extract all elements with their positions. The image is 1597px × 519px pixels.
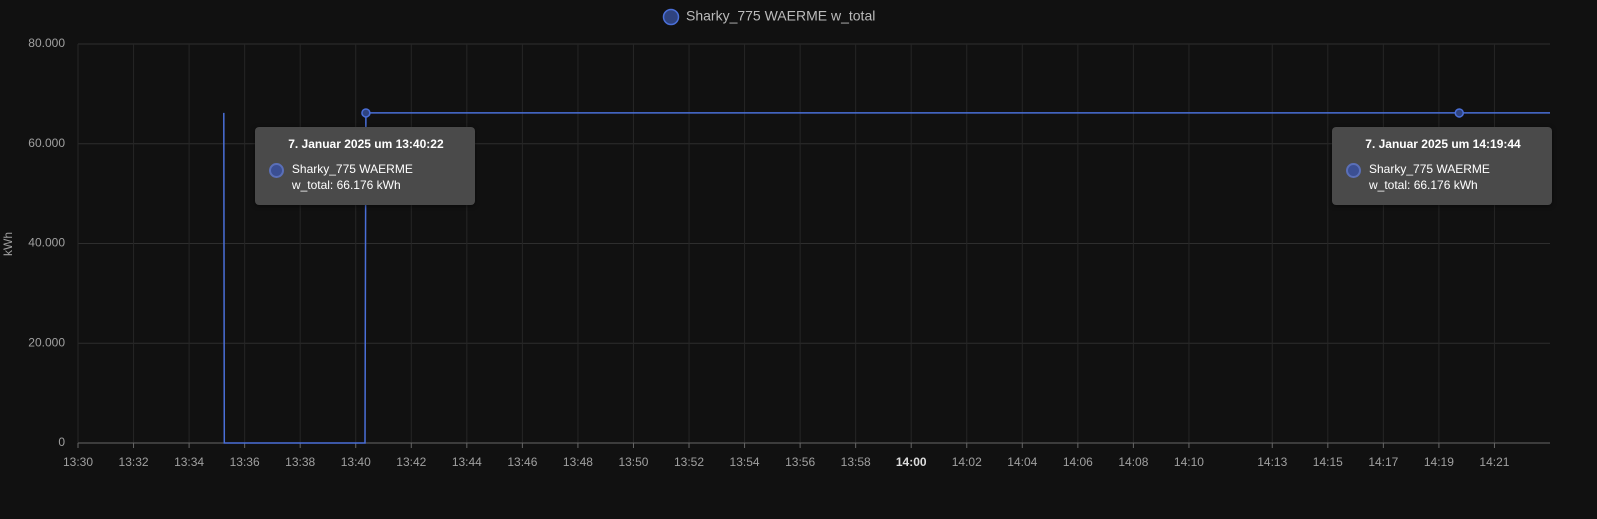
- x-tick-label: 13:32: [119, 455, 149, 469]
- tooltip-text: Sharky_775 WAERME w_total: 66.176 kWh: [1369, 161, 1490, 192]
- x-tick-label: 14:13: [1257, 455, 1287, 469]
- x-tick-label: 14:04: [1007, 455, 1037, 469]
- x-tick-label: 13:40: [341, 455, 371, 469]
- y-tick-label: 60.000: [28, 136, 65, 150]
- x-tick-label: 13:56: [785, 455, 815, 469]
- x-tick-label: 13:42: [396, 455, 426, 469]
- x-tick-label: 14:02: [952, 455, 982, 469]
- x-tick-label: 13:44: [452, 455, 482, 469]
- x-tick-label: 14:08: [1118, 455, 1148, 469]
- x-tick-label: 13:36: [230, 455, 260, 469]
- point: [361, 108, 371, 118]
- x-tick-label: 13:38: [285, 455, 315, 469]
- tooltip-marker: [1346, 162, 1361, 178]
- tooltip: 7. Januar 2025 um 13:40:22 Sharky_775 WAE…: [254, 126, 475, 205]
- x-tick-label: 13:58: [841, 455, 871, 469]
- tooltip-title: 7. Januar 2025 um 13:40:22: [288, 136, 444, 151]
- x-tick-label: 14:00: [896, 455, 927, 469]
- x-tick-label: 14:06: [1063, 455, 1093, 469]
- x-tick-label: 14:15: [1313, 455, 1343, 469]
- x-tick-label: 13:30: [63, 455, 93, 469]
- y-tick-label: 40.000: [28, 236, 65, 250]
- x-tick-label: 13:46: [507, 455, 537, 469]
- x-tick-label: 14:19: [1424, 455, 1454, 469]
- tooltip-row: Sharky_775 WAERME w_total: 66.176 kWh: [268, 161, 463, 193]
- x-tick-label: 13:34: [174, 455, 204, 469]
- legend-label: Sharky_775 WAERME w_total: [686, 8, 875, 24]
- x-tick-label: 14:21: [1479, 455, 1509, 469]
- y-axis-label: kWh: [1, 232, 15, 256]
- y-tick-label: 20.000: [28, 335, 65, 349]
- tooltip-text: Sharky_775 WAERME w_total: 66.176 kWh: [291, 161, 413, 192]
- x-tick-label: 13:48: [563, 455, 593, 469]
- x-tick-label: 14:10: [1174, 455, 1204, 469]
- legend-marker: [662, 8, 680, 26]
- x-tick-label: 13:54: [730, 455, 760, 469]
- tooltip-title: 7. Januar 2025 um 14:19:44: [1365, 136, 1521, 151]
- tooltip: 7. Januar 2025 um 14:19:44 Sharky_775 WAE…: [1332, 126, 1552, 205]
- y-tick-label: 0: [58, 435, 65, 449]
- tooltip-row: Sharky_775 WAERME w_total: 66.176 kWh: [1346, 161, 1540, 193]
- tooltip-marker: [268, 162, 284, 178]
- y-tick-label: 80.000: [28, 36, 65, 50]
- x-tick-label: 13:52: [674, 455, 704, 469]
- point: [1454, 108, 1465, 118]
- x-tick-label: 13:50: [618, 455, 648, 469]
- x-tick-label: 14:17: [1368, 455, 1398, 469]
